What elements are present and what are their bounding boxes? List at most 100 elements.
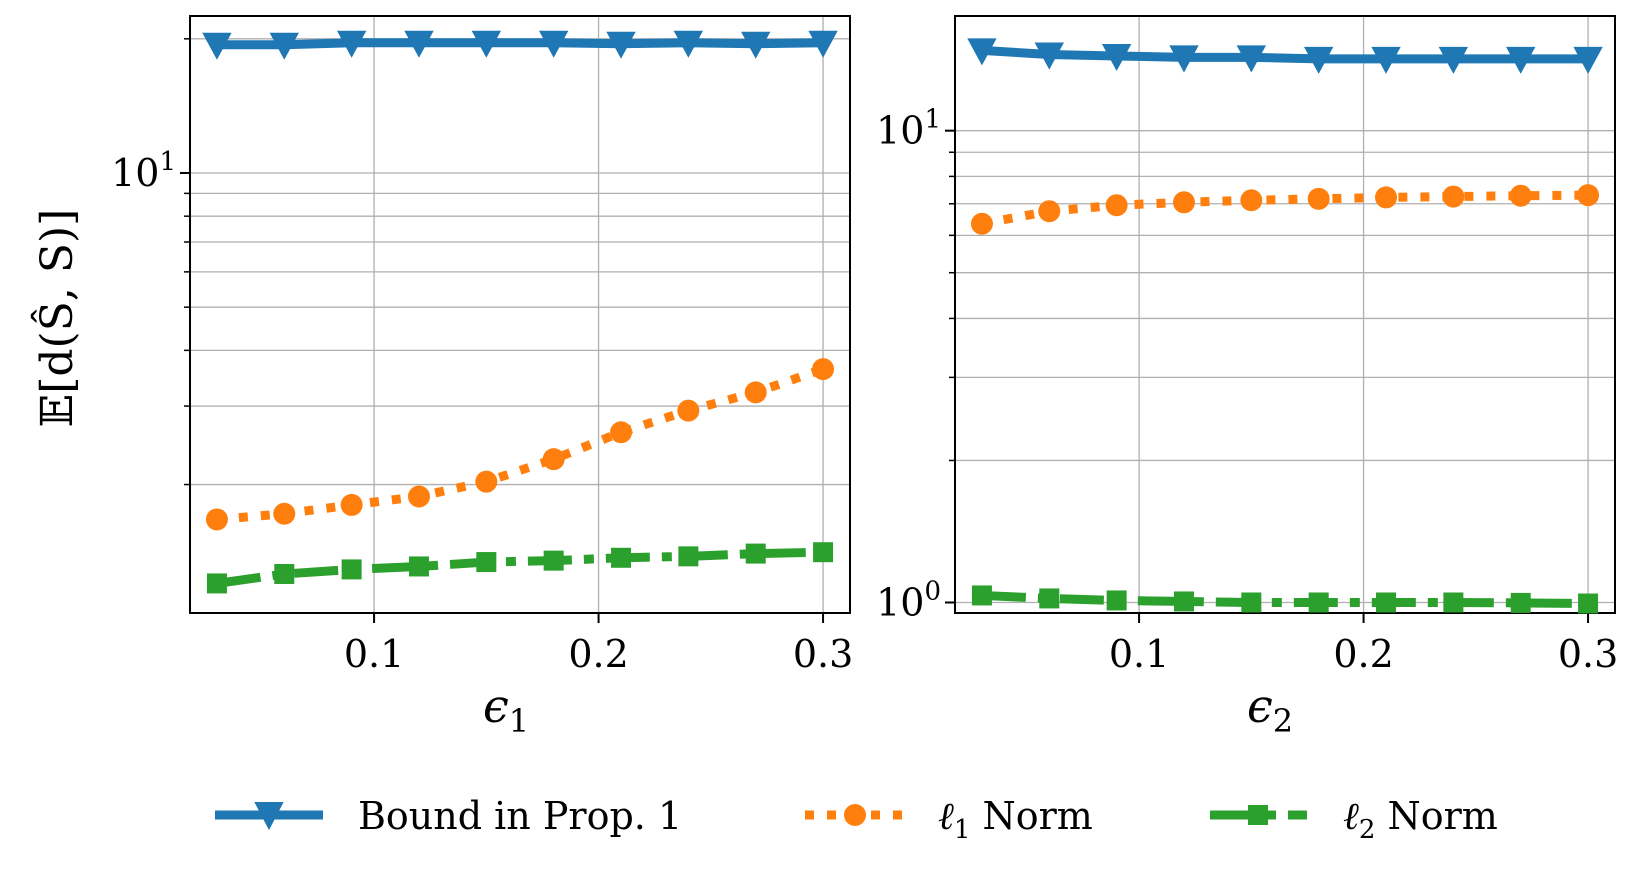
right-l1-norm-point bbox=[1509, 184, 1532, 207]
right-l2-norm-point bbox=[1376, 592, 1397, 613]
left-l2-norm-point bbox=[678, 546, 699, 567]
right-l2-norm-point bbox=[1039, 588, 1060, 609]
left-bound-point bbox=[336, 30, 367, 58]
right-bound-point bbox=[1101, 43, 1132, 72]
x-axis-label-left: ϵ1 bbox=[483, 679, 529, 740]
left-l1-norm-point bbox=[407, 485, 430, 508]
left-ytick-label-exponent: 1 bbox=[159, 147, 176, 177]
legend-label-bound: Bound in Prop. 1 bbox=[358, 794, 682, 838]
legend-label-l1-prefix: ℓ bbox=[938, 794, 954, 838]
right-l1-norm-point bbox=[1172, 191, 1195, 214]
right-bound-point bbox=[1236, 45, 1267, 73]
right-l1-norm-point bbox=[1038, 200, 1061, 223]
x-axis-label-left-sub: 1 bbox=[509, 702, 529, 740]
left-axes-frame bbox=[189, 15, 851, 614]
right-ytick-label-base: 10 bbox=[876, 580, 924, 624]
right-xtick-label: 0.2 bbox=[1333, 632, 1393, 676]
left-l1-norm-point bbox=[205, 508, 228, 531]
right-l1-norm-point bbox=[1442, 185, 1465, 208]
right-xtick-label: 0.1 bbox=[1109, 632, 1169, 676]
right-axes-frame bbox=[954, 15, 1616, 614]
right-l1-norm-line bbox=[981, 190, 1589, 229]
x-axis-label-left-main: ϵ bbox=[483, 679, 509, 733]
legend-label-l1: ℓ1 Norm bbox=[938, 794, 1093, 845]
legend-marker-l2 bbox=[1248, 805, 1268, 825]
left-l1-norm-point bbox=[812, 358, 835, 381]
left-bound-point bbox=[404, 30, 434, 58]
left-l2-norm-point bbox=[476, 552, 497, 573]
left-xtick-label: 0.1 bbox=[344, 632, 404, 676]
left-ytick-label-base: 10 bbox=[111, 151, 159, 195]
right-l2-norm-point bbox=[1443, 592, 1464, 613]
right-l2-norm-point bbox=[1241, 592, 1262, 613]
right-l2-norm-point bbox=[1578, 593, 1599, 614]
left-l1-norm-point bbox=[677, 399, 700, 422]
right-l1-norm-point bbox=[970, 212, 993, 235]
right-bound-point bbox=[1371, 46, 1401, 74]
left-bound-point bbox=[808, 30, 838, 58]
x-axis-label-right: ϵ2 bbox=[1247, 679, 1293, 740]
legend-label-l1-sub: 1 bbox=[954, 815, 971, 845]
right-bound-point bbox=[1506, 46, 1536, 74]
left-xtick-label: 0.3 bbox=[793, 632, 853, 676]
legend-label-l2-suffix: Norm bbox=[1375, 794, 1497, 838]
x-axis-label-right-main: ϵ bbox=[1247, 679, 1273, 733]
left-l2-norm-point bbox=[813, 542, 834, 563]
left-bound-point bbox=[673, 30, 704, 58]
left-l2-norm-point bbox=[408, 556, 429, 577]
right-ytick-label-base: 10 bbox=[876, 109, 924, 153]
legend: Bound in Prop. 1 ℓ1 Norm ℓ2 Norm bbox=[215, 794, 1498, 845]
right-ytick-label-exponent: 0 bbox=[924, 576, 941, 606]
right-l1-norm-point bbox=[1375, 186, 1398, 209]
right-ytick-label: 100 bbox=[876, 576, 941, 624]
left-l2-norm-point bbox=[206, 573, 227, 594]
left-l2-norm-line bbox=[216, 547, 824, 588]
right-l2-norm-line bbox=[981, 590, 1589, 609]
right-l1-norm-point bbox=[1240, 189, 1263, 212]
legend-label-l2-sub: 2 bbox=[1359, 815, 1376, 845]
x-axis-label-right-sub: 2 bbox=[1273, 702, 1293, 740]
legend-entry-l2: ℓ2 Norm bbox=[1210, 794, 1498, 845]
left-l1-norm-point bbox=[610, 421, 633, 444]
right-bound-point bbox=[967, 38, 997, 66]
right-bound-point bbox=[1573, 46, 1603, 74]
left-bound-point bbox=[606, 31, 636, 59]
left-ytick-label: 101 bbox=[111, 147, 176, 195]
right-ytick-label-exponent: 1 bbox=[924, 105, 941, 135]
legend-entry-l1: ℓ1 Norm bbox=[805, 794, 1093, 845]
legend-label-l2-prefix: ℓ bbox=[1343, 794, 1359, 838]
left-xtick-label: 0.2 bbox=[568, 632, 628, 676]
legend-marker-bound bbox=[254, 802, 284, 831]
left-l2-norm-point bbox=[341, 559, 362, 580]
left-l1-norm-point bbox=[273, 502, 296, 525]
right-l2-norm-point bbox=[1308, 592, 1329, 613]
right-l2-norm-point bbox=[971, 585, 992, 606]
left-l1-norm-point bbox=[340, 493, 363, 516]
right-l1-norm-point bbox=[1577, 184, 1600, 207]
left-l1-norm-point bbox=[475, 470, 498, 493]
right-bound-point bbox=[1034, 42, 1064, 70]
right-bound-point bbox=[1438, 46, 1469, 74]
left-panel: 101 0.1 0.2 0.3 bbox=[111, 15, 853, 676]
left-l1-norm-point bbox=[542, 448, 565, 471]
legend-marker-l1 bbox=[844, 804, 866, 826]
right-bound-point bbox=[1303, 46, 1334, 74]
left-l2-norm-point bbox=[611, 547, 632, 568]
y-axis-label: 𝔼[d(Ŝ, S)] bbox=[30, 209, 83, 428]
left-l2-norm-point bbox=[543, 550, 564, 571]
left-bound-point bbox=[741, 31, 771, 59]
right-l2-norm-point bbox=[1510, 592, 1531, 613]
right-l2-norm-point bbox=[1106, 590, 1127, 611]
right-xtick-label: 0.3 bbox=[1558, 632, 1618, 676]
right-bound-line bbox=[981, 45, 1589, 64]
left-bound-point bbox=[538, 30, 569, 58]
right-l1-norm-point bbox=[1307, 187, 1330, 210]
left-bound-point bbox=[202, 32, 232, 60]
left-bound-point bbox=[269, 32, 299, 60]
left-l1-norm-point bbox=[744, 381, 767, 404]
left-bound-line bbox=[216, 38, 824, 50]
left-bound-point bbox=[471, 30, 502, 58]
left-l2-norm-point bbox=[274, 563, 295, 584]
